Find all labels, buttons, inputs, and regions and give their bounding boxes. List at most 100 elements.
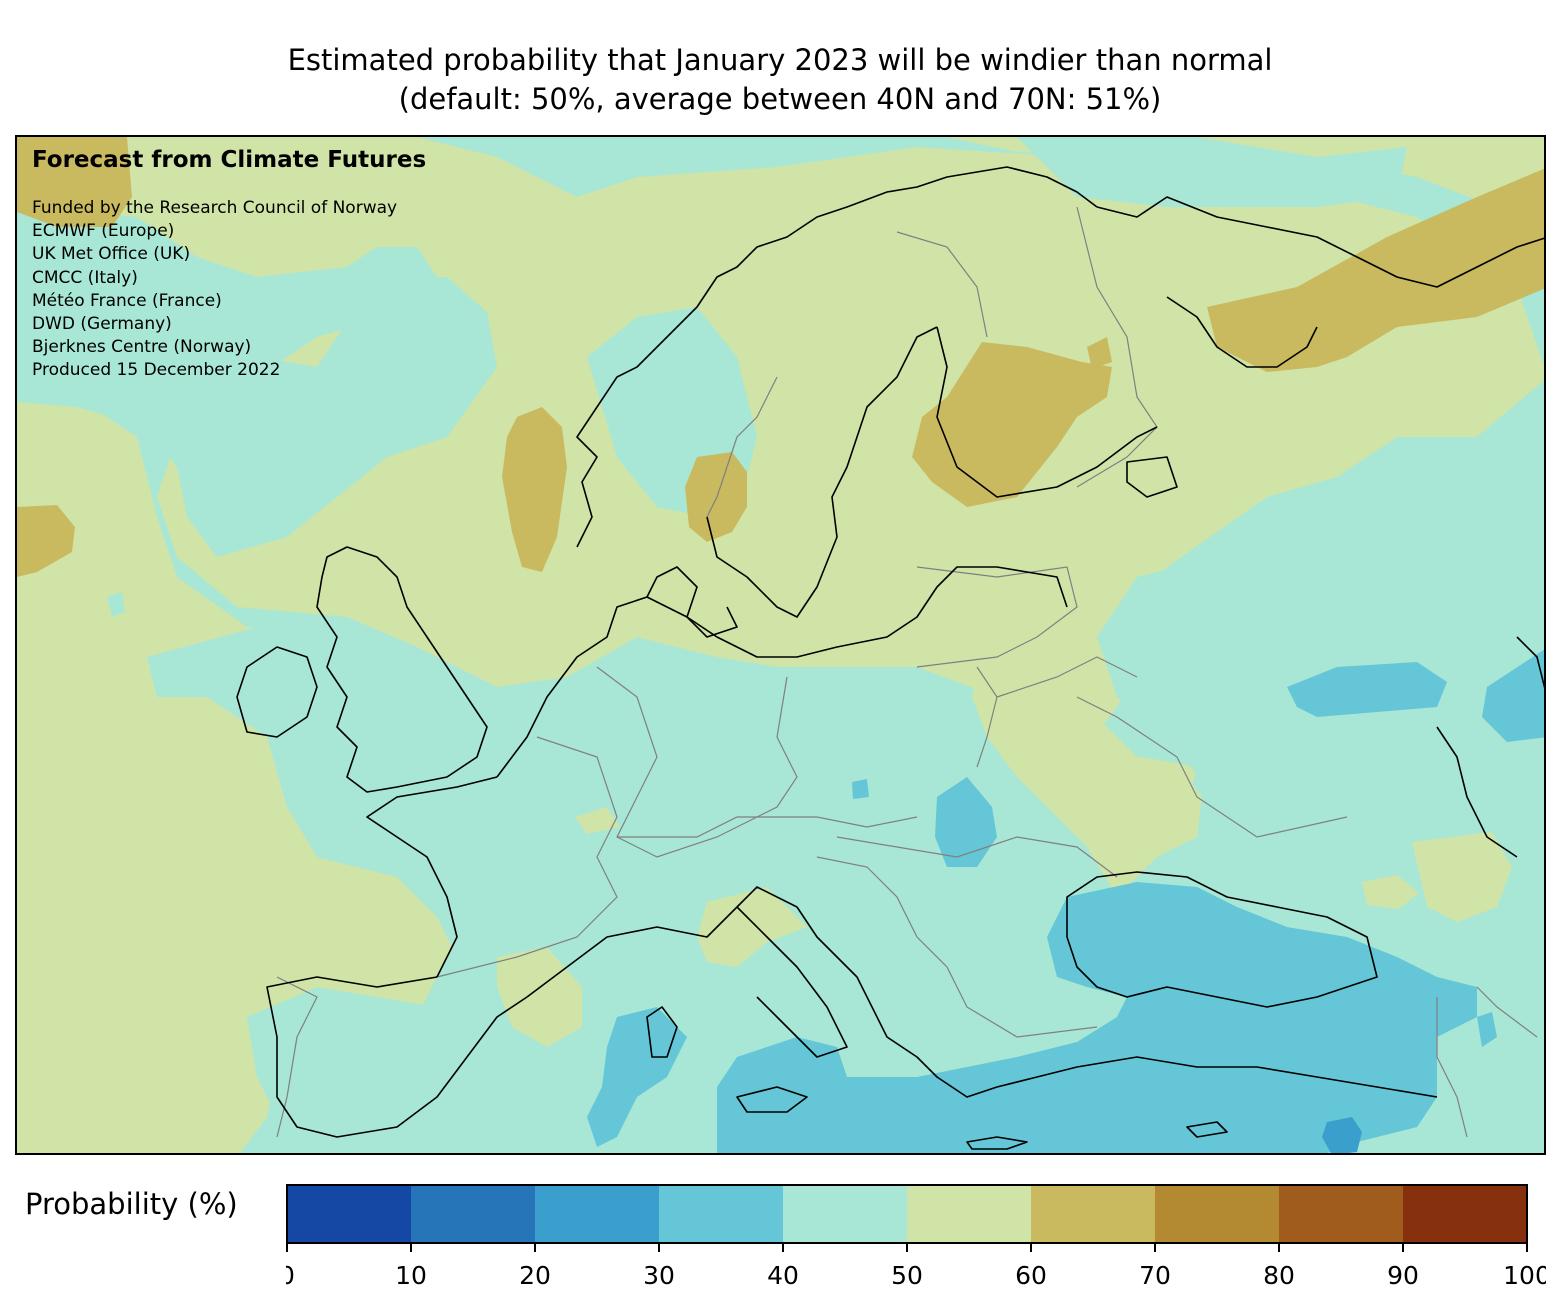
map-title: Estimated probability that January 2023 … bbox=[287, 43, 1273, 77]
central-europe-region bbox=[147, 627, 1077, 1153]
border-alps bbox=[617, 816, 918, 838]
credit-line: ECMWF (Europe) bbox=[32, 221, 175, 242]
prob-20-30-regions bbox=[1322, 1117, 1362, 1153]
border-france bbox=[436, 736, 618, 978]
colorbar-ticks: 0 10 20 30 40 50 60 70 80 90 100 bbox=[286, 1243, 1546, 1290]
map-canvas bbox=[17, 137, 1544, 1153]
poland-ukraine-high-region bbox=[972, 677, 1202, 897]
colorbar-segment bbox=[907, 1185, 1032, 1243]
eastern-med-low-region bbox=[1322, 1117, 1362, 1153]
forecast-source-heading: Forecast from Climate Futures bbox=[32, 147, 427, 173]
italy-north-high-region bbox=[697, 887, 807, 967]
czech-low-region bbox=[852, 779, 869, 799]
credit-line: DWD (Germany) bbox=[32, 313, 172, 334]
coast-turkey bbox=[996, 1056, 1438, 1098]
carpathian-region bbox=[935, 777, 997, 867]
border-iberia bbox=[276, 976, 318, 1138]
border-finland-russia bbox=[1076, 206, 1158, 488]
credit-line: Météo France (France) bbox=[32, 290, 222, 311]
border-germany bbox=[596, 666, 798, 858]
caucasus-high-region bbox=[1412, 832, 1512, 922]
prob-50-60-patches bbox=[92, 677, 1512, 1057]
colorbar-segment bbox=[1279, 1185, 1404, 1243]
border-baltic bbox=[916, 566, 1078, 668]
country-borders bbox=[276, 206, 1538, 1138]
norwegian-sea-region bbox=[17, 267, 497, 557]
coast-north-sea bbox=[496, 596, 648, 778]
coast-france-west bbox=[366, 776, 498, 978]
colorbar-segment bbox=[1155, 1185, 1280, 1243]
probability-map: Forecast from Climate Futures Funded by … bbox=[15, 135, 1546, 1155]
border-norway-sweden bbox=[706, 376, 778, 518]
colorbar-segments bbox=[287, 1185, 1528, 1243]
small-atlantic-region bbox=[107, 592, 125, 617]
coast-sweden-baltic bbox=[706, 326, 938, 618]
coast-white-sea bbox=[1166, 296, 1318, 368]
south-norway-region bbox=[685, 452, 747, 542]
north-atlantic-high-region bbox=[17, 137, 1544, 226]
west-med-small-high-region bbox=[92, 1035, 135, 1057]
coast-azov-caspian-east bbox=[1436, 726, 1518, 858]
iceland-region bbox=[607, 377, 667, 427]
finland-region bbox=[912, 342, 1112, 507]
coast-lakes bbox=[1126, 456, 1178, 498]
coast-crete bbox=[966, 1136, 1028, 1150]
credits-list: Funded by the Research Council of Norway… bbox=[32, 197, 397, 383]
colorbar-segment bbox=[659, 1185, 784, 1243]
belarus-region bbox=[1287, 662, 1447, 717]
colorbar-tick-label: 40 bbox=[767, 1261, 799, 1290]
finland-ne-region bbox=[1087, 337, 1112, 369]
coast-great-britain bbox=[316, 546, 488, 793]
coast-italy bbox=[736, 906, 848, 1058]
border-turkey bbox=[1436, 997, 1468, 1138]
biscay-small-high-region bbox=[575, 807, 620, 834]
border-belarus bbox=[996, 656, 1138, 698]
colorbar-tick-label: 90 bbox=[1387, 1261, 1419, 1290]
north-russia-region bbox=[1207, 168, 1544, 372]
border-ukraine-russia bbox=[1076, 696, 1348, 838]
border-poland-east bbox=[976, 666, 998, 768]
colorbar-segment bbox=[1031, 1185, 1156, 1243]
colorbar-tick-label: 50 bbox=[891, 1261, 923, 1290]
coast-caspian bbox=[1516, 636, 1544, 689]
colorbar-segment bbox=[287, 1185, 412, 1243]
colorbar-segment bbox=[535, 1185, 660, 1243]
colorbar-segment bbox=[1403, 1185, 1528, 1243]
credit-line: Produced 15 December 2022 bbox=[32, 360, 281, 381]
colorbar-tick-label: 70 bbox=[1139, 1261, 1171, 1290]
tyrrhenian-region bbox=[587, 1007, 687, 1147]
greenland-sea-region bbox=[17, 137, 132, 227]
west-atlantic-high-region bbox=[17, 397, 457, 1153]
colorbar-tick-label: 30 bbox=[643, 1261, 675, 1290]
coast-finland bbox=[936, 326, 1158, 498]
border-sweden-finland bbox=[896, 231, 988, 338]
volga-high-region bbox=[1362, 875, 1419, 909]
black-sea-region bbox=[717, 882, 1477, 1153]
coast-ireland bbox=[236, 646, 318, 738]
colorbar-tick-label: 20 bbox=[519, 1261, 551, 1290]
colorbar-tick-label: 80 bbox=[1263, 1261, 1295, 1290]
colorbar-tick-label: 60 bbox=[1015, 1261, 1047, 1290]
border-hungary-romania bbox=[836, 836, 1118, 878]
atlantic-west-region bbox=[17, 505, 75, 577]
colorbar-tick-label: 10 bbox=[395, 1261, 427, 1290]
credit-line: UK Met Office (UK) bbox=[32, 244, 191, 265]
anatolia-small-region bbox=[1477, 1012, 1497, 1047]
coast-sicily bbox=[736, 1086, 808, 1113]
prob-30-40-regions bbox=[587, 649, 1544, 1153]
credit-line: Funded by the Research Council of Norway bbox=[32, 198, 398, 218]
border-balkans bbox=[816, 856, 1098, 1038]
colorbar-label: Probability (%) bbox=[25, 1187, 238, 1221]
barents-region bbox=[1017, 137, 1407, 207]
coast-med-north bbox=[526, 886, 998, 1098]
colorbar-segment bbox=[411, 1185, 536, 1243]
coast-corsica-sardinia bbox=[646, 1006, 678, 1058]
coast-cyprus bbox=[1186, 1121, 1228, 1138]
credit-line: CMCC (Italy) bbox=[32, 267, 138, 288]
map-subtitle: (default: 50%, average between 40N and 7… bbox=[398, 82, 1162, 116]
colorbar-tick-label: 0 bbox=[286, 1261, 295, 1290]
coast-denmark bbox=[646, 566, 738, 638]
coastlines bbox=[236, 166, 1544, 1150]
coast-baltic-south bbox=[646, 566, 1068, 658]
colorbar-segment bbox=[783, 1185, 908, 1243]
